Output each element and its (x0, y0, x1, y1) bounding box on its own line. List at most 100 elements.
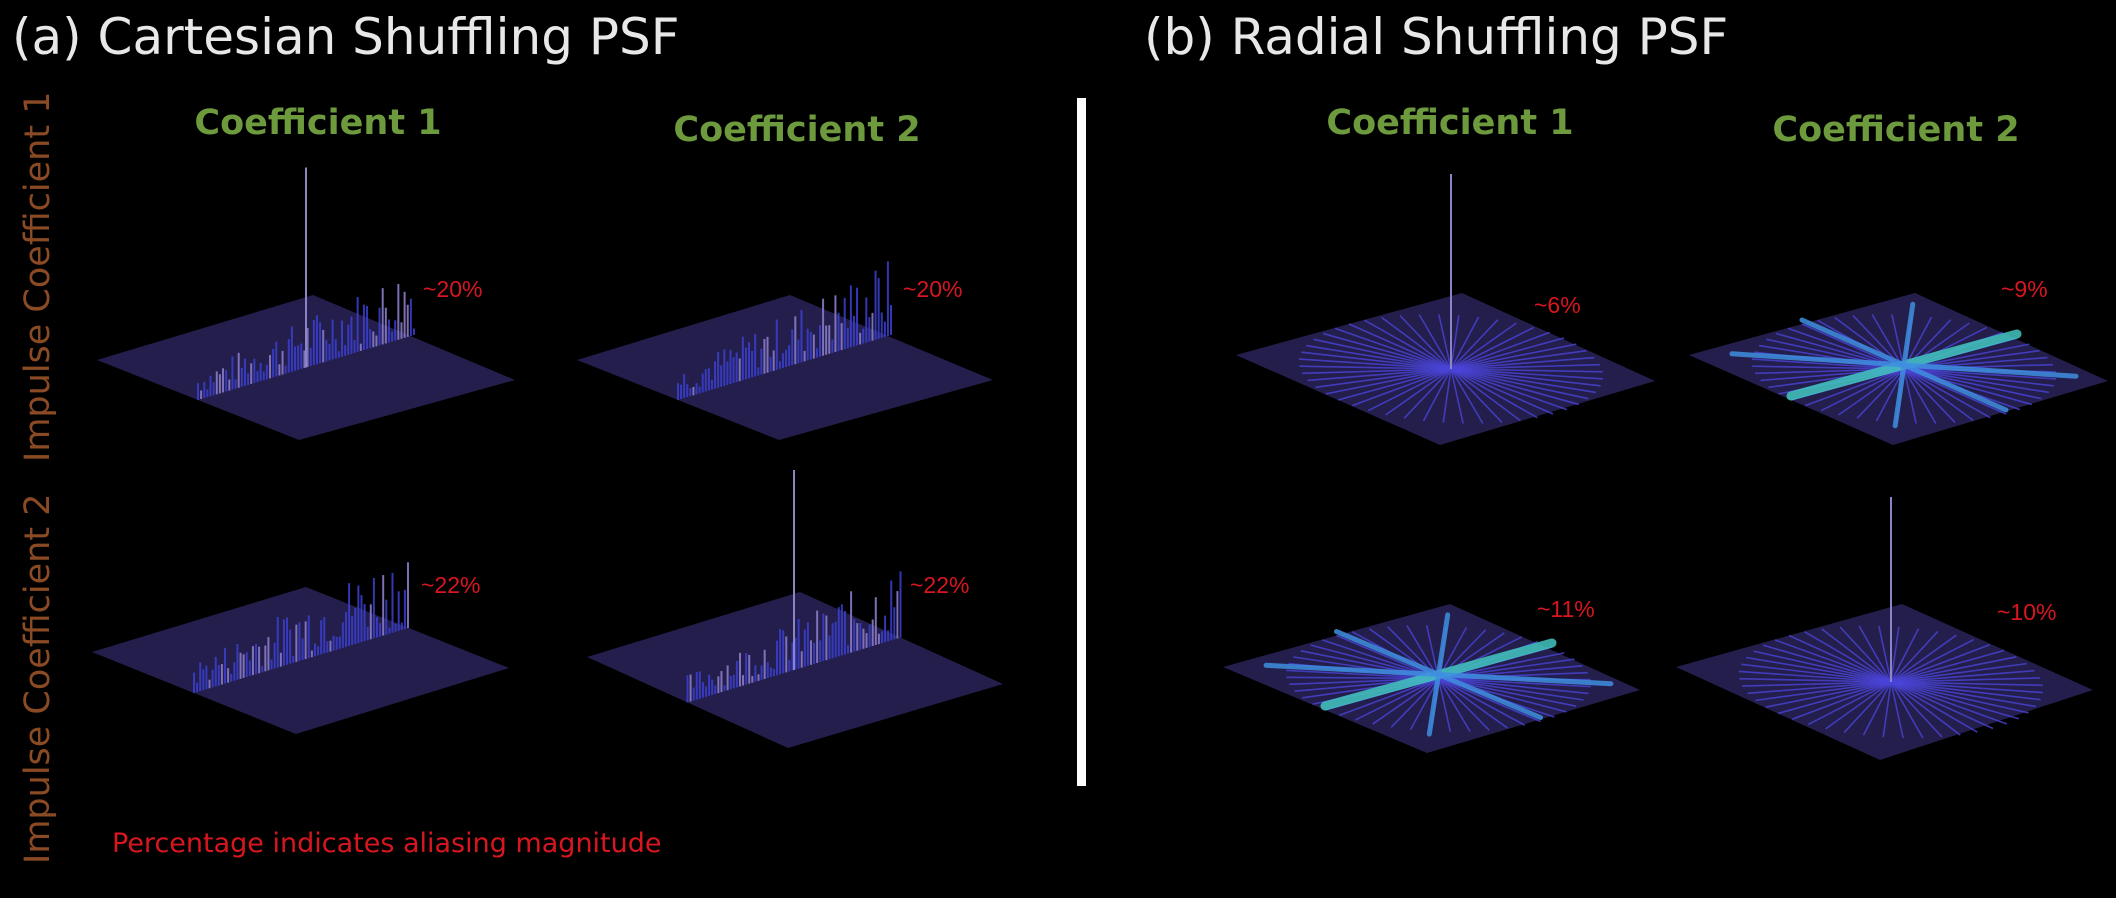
surface-b-r1-c1-ray (1450, 319, 1499, 370)
surface-b-r1-c1-ray (1450, 337, 1565, 370)
surface-b-r2-c2-ray (1890, 681, 1943, 738)
surface-b-r1-c1-ray (1450, 331, 1550, 370)
surface-b-r1-c1-ray (1325, 368, 1452, 395)
surface-b-r1-c1-ray (1450, 316, 1480, 370)
surface-b-r2-c2-ray (1890, 681, 2036, 708)
surface-b-r1-c2-ray (1903, 368, 2057, 380)
surface-b-r1-c1-ray (1450, 368, 1601, 387)
surface-b-r1-c1-ray (1385, 368, 1452, 416)
surface-b-r1-c2-ray (1903, 368, 1917, 424)
surface-b-r1-c1-ray (1364, 319, 1452, 370)
surface-b-r2-c2-ray (1774, 639, 1892, 683)
surface-b-r2-c2-ray (1890, 643, 1991, 683)
surface-b-r2-c1-ray (1437, 678, 1452, 732)
surface-b-r2-c2-ray (1777, 681, 1892, 715)
surface-b-r1-c2-ray (1875, 368, 1905, 422)
surface-b-r2-c2-ray (1825, 681, 1892, 730)
pct-a-r1-c2: ~20% (903, 276, 963, 302)
surface-a-r1-c2-floor (577, 295, 993, 440)
surface-b-r2-c1-ray (1438, 677, 1509, 729)
surface-b-r2-c2-ray (1890, 681, 1904, 739)
surface-b-r1-c1-ray (1450, 368, 1503, 423)
surface-b-r1-c1-ray (1450, 368, 1596, 394)
surface-b-r2-c2-ray (1890, 638, 1975, 683)
surface-b-r2-c2-ray (1890, 649, 2005, 683)
surface-b-r2-c2-ray (1890, 681, 2041, 701)
surface-b-r2-c1-ray (1437, 678, 1471, 732)
surface-b-r2-c2-ray (1739, 677, 1892, 683)
surface-b-r1-c1-ray (1450, 343, 1577, 370)
surface-b-r2-c2-ray (1791, 681, 1892, 721)
surface-b-r1-c1-ray (1302, 368, 1452, 375)
surface-b-r1-c1-ray (1323, 332, 1452, 370)
surface-b-r1-c1-ray (1450, 363, 1600, 370)
surface-b-r1-c2-ray (1856, 368, 1905, 419)
surface-b-r1-c1-ray (1450, 368, 1484, 424)
surface-b-r1-c2-ray (1903, 368, 1991, 419)
surface-b-r2-c2-ray (1890, 634, 1957, 683)
surface-b-r2-c2-ray (1890, 681, 1994, 730)
surface-b-r2-c2-ray (1807, 681, 1892, 726)
surface-b-r1-c2-ray (1871, 314, 1905, 370)
surface-b-r2-c2-ray (1890, 656, 2017, 683)
surface-b-r1-c1-ray (1450, 322, 1517, 370)
surface-b-r1-c1-ray (1438, 314, 1452, 370)
surface-b-r2-c2-ray (1858, 625, 1892, 683)
surface-b-r1-c1-ray (1442, 368, 1452, 423)
surface-b-r2-c1-ray (1437, 677, 1490, 731)
surface-b-r2-c2-ray (1843, 681, 1892, 734)
surface-b-r1-c1-ray (1450, 326, 1535, 370)
surface-b-r1-c1-ray (1352, 368, 1452, 407)
surface-b-r1-c2-ray (1820, 368, 1905, 412)
surface-b-r2-c2-ray (1742, 681, 1892, 687)
surface-b-r1-c1-ray (1450, 368, 1521, 422)
surface-b-r2-c1-ray (1390, 677, 1440, 728)
surface-b-r1-c1-ray (1306, 344, 1452, 370)
panel-b-title: (b) Radial Shuffling PSF (1144, 8, 1729, 66)
panel-a-col1-header: Coefficient 1 (194, 103, 442, 143)
surface-b-r1-c1-ray (1348, 323, 1452, 370)
surface-b-r2-c1-ray (1425, 625, 1440, 679)
surface-b-r1-c1-ray (1367, 368, 1452, 412)
aliasing-note: Percentage indicates aliasing magnitude (112, 828, 662, 859)
surface-b-r2-c2-ray (1890, 681, 2019, 720)
surface-b-r2-c2-ray (1890, 677, 2040, 683)
surface-b-r1-c2-ray (1891, 314, 1905, 370)
surface-b-r2-c2-ray (1890, 681, 2043, 687)
surface-b-r1-c1-ray (1450, 368, 1579, 406)
surface-b-r2-c1-streak (1426, 612, 1451, 737)
surface-b-r1-c2-streak (1892, 301, 1916, 429)
surface-b-r1-c1-ray (1450, 368, 1589, 400)
surface-b-r1-c1-ray (1307, 368, 1452, 382)
surface-b-r2-c2-ray (1746, 656, 1892, 683)
surface-b-r2-c2-ray (1890, 630, 1939, 683)
surface-b-r1-c2-ray (1903, 368, 1937, 424)
surface-b-r2-c2-ray (1862, 681, 1892, 736)
panel-a-col2-header: Coefficient 2 (673, 110, 921, 150)
surface-b-r1-c2-ray (1903, 368, 2049, 394)
surface-b-r2-c2-ray (1738, 670, 1892, 683)
surface-b-r1-c1-ray (1299, 365, 1452, 370)
surface-b-r2-c2-ray (1747, 681, 1892, 695)
pct-b-r1-c2: ~9% (2001, 276, 2048, 302)
panel-b-col1-header: Coefficient 1 (1326, 103, 1574, 143)
surface-b-r2-c2-ray (1890, 681, 1924, 739)
surface-b-r2-c2-ray (1763, 644, 1892, 683)
pct-a-r2-c2: ~22% (910, 572, 970, 598)
surface-b-r2-c1-ray (1409, 678, 1440, 731)
surface-b-r2-c2-ray (1890, 681, 1978, 733)
surface-b-r2-c2-ray (1804, 631, 1892, 683)
surface-b-r2-c2-ray (1890, 681, 2044, 694)
surface-b-r2-c2-ray (1755, 681, 1892, 702)
surface-b-r1-c2-ray (1838, 368, 1905, 416)
surface-b-r1-c1-ray (1337, 368, 1452, 401)
surface-b-r1-c2-ray (1903, 368, 1956, 423)
pct-b-r2-c1: ~11% (1537, 596, 1595, 622)
surface-b-r2-c2-ray (1878, 625, 1892, 683)
surface-b-r2-c1-ray (1372, 677, 1439, 725)
surface-b-r1-c2-ray (1903, 368, 2054, 387)
surface-b-r1-c1-ray (1450, 368, 1554, 415)
surface-b-r2-c2-ray (1890, 669, 2035, 683)
surface-b-r1-c1-ray (1399, 315, 1452, 370)
pct-b-r2-c2: ~10% (1997, 599, 2057, 625)
